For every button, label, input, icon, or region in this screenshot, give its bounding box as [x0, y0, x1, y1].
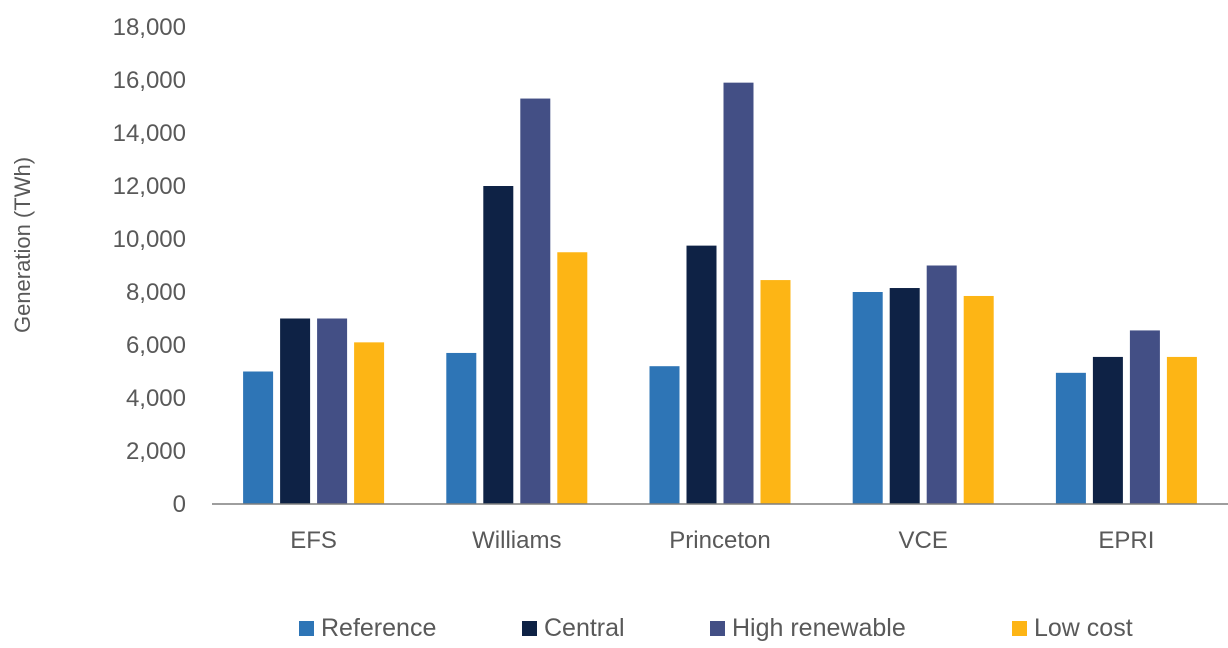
bar	[723, 82, 754, 505]
bar	[446, 352, 477, 504]
y-tick-labels: 0 2,000 4,000 6,000 8,000 10,000 12,000 14,000 1…	[113, 14, 186, 518]
x-tick-label: Princeton	[669, 527, 770, 554]
legend-swatch	[299, 621, 314, 636]
bar	[963, 295, 994, 504]
bar	[889, 288, 920, 504]
y-tick-label: 8,000	[126, 279, 186, 306]
bar	[520, 98, 551, 505]
bar	[1092, 356, 1123, 504]
y-tick-label: 14,000	[113, 120, 186, 147]
bar	[1129, 330, 1160, 504]
bar	[852, 292, 883, 504]
bar	[243, 371, 274, 504]
x-tick-labels: EFS Williams Princeton VCE EPRI	[290, 527, 1154, 554]
bar	[354, 342, 385, 504]
bar	[926, 265, 957, 504]
legend-label: Low cost	[1034, 614, 1133, 642]
x-tick-label: Williams	[472, 527, 561, 554]
x-tick-label: VCE	[899, 527, 948, 554]
bars	[243, 82, 1197, 505]
legend-label: Reference	[321, 614, 437, 642]
legend-label: High renewable	[732, 614, 906, 642]
bar	[1166, 356, 1197, 504]
bar	[649, 366, 680, 504]
y-tick-label: 18,000	[113, 14, 186, 41]
bar	[280, 318, 311, 504]
legend-item: Low cost	[1012, 614, 1133, 643]
y-axis-title-group: Generation (TWh)	[10, 157, 35, 333]
bar	[1055, 372, 1086, 504]
bar	[760, 280, 791, 504]
bar	[686, 245, 717, 504]
legend-item: High renewable	[710, 614, 906, 643]
legend-swatch	[522, 621, 537, 636]
legend-label: Central	[544, 614, 625, 642]
x-tick-label: EFS	[290, 527, 337, 554]
y-tick-label: 2,000	[126, 438, 186, 465]
x-tick-label: EPRI	[1098, 527, 1154, 554]
legend-swatch	[1012, 621, 1027, 636]
legend-item: Central	[522, 614, 625, 643]
legend: Reference Central High renewable Low cost	[0, 614, 1228, 648]
y-tick-label: 12,000	[113, 173, 186, 200]
legend-swatch	[710, 621, 725, 636]
bar	[317, 318, 348, 504]
bar	[557, 252, 588, 504]
y-tick-label: 16,000	[113, 67, 186, 94]
y-tick-label: 6,000	[126, 332, 186, 359]
y-tick-label: 4,000	[126, 385, 186, 412]
bar	[483, 186, 514, 504]
y-tick-label: 10,000	[113, 226, 186, 253]
y-axis-title: Generation (TWh)	[10, 157, 35, 333]
y-tick-label: 0	[173, 491, 186, 518]
legend-item: Reference	[299, 614, 436, 643]
